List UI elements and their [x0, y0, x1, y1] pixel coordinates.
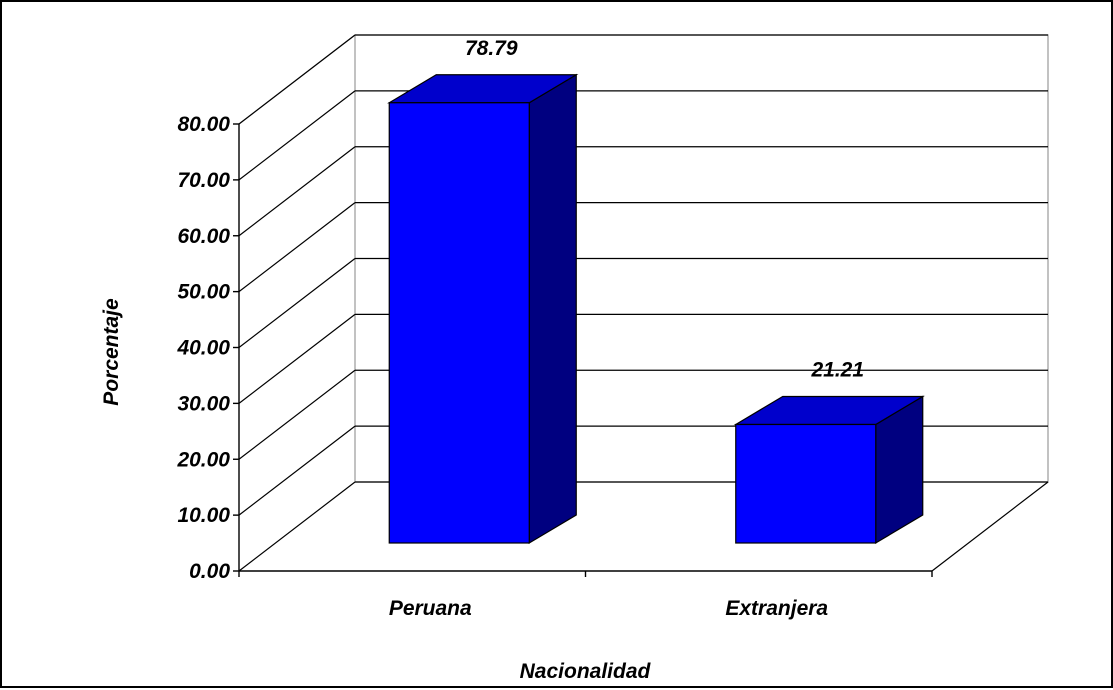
bar: 21.21	[733, 358, 925, 545]
floor-right-edge	[931, 481, 1049, 572]
y-tick-label: 20.00	[176, 448, 230, 471]
x-tick-labels: Peruana Extranjera	[389, 597, 829, 620]
gridline-side	[238, 425, 356, 516]
gridline-side	[238, 146, 356, 237]
gridlines	[238, 34, 1048, 572]
axes	[233, 123, 933, 577]
y-tick-label: 0.00	[189, 560, 230, 583]
x-axis-label: Nacionalidad	[520, 660, 652, 683]
x-category-label: Peruana	[389, 597, 472, 620]
gridline-side	[238, 34, 356, 125]
gridline-side	[238, 90, 356, 181]
x-category-label: Extranjera	[725, 597, 828, 620]
y-axis-label: Porcentaje	[100, 298, 123, 406]
bar-side	[528, 73, 577, 545]
y-tick-label: 50.00	[177, 281, 230, 304]
y-tick-label: 30.00	[177, 392, 230, 415]
bar-front	[735, 423, 877, 544]
gridline-side	[238, 481, 356, 572]
y-tick-label: 60.00	[177, 225, 230, 248]
gridline-side	[238, 258, 356, 348]
gridline-side	[238, 313, 356, 404]
y-tick-label: 80.00	[177, 113, 230, 136]
bars: 78.79 21.21	[387, 37, 925, 545]
y-tick-label: 40.00	[176, 337, 230, 360]
y-tick-label: 70.00	[177, 169, 230, 192]
bar-front	[388, 102, 530, 544]
gridline-side	[238, 202, 356, 293]
y-tick-labels: 0.00 10.00 20.00 30.00 40.00 50.00 60.00 70.00 8…	[176, 113, 230, 583]
gridline-side	[238, 369, 356, 460]
bar: 78.79	[387, 37, 579, 545]
y-tick-label: 10.00	[177, 504, 230, 527]
data-label: 78.79	[465, 37, 518, 60]
chart-walls	[238, 34, 1049, 572]
data-label: 21.21	[810, 358, 864, 381]
